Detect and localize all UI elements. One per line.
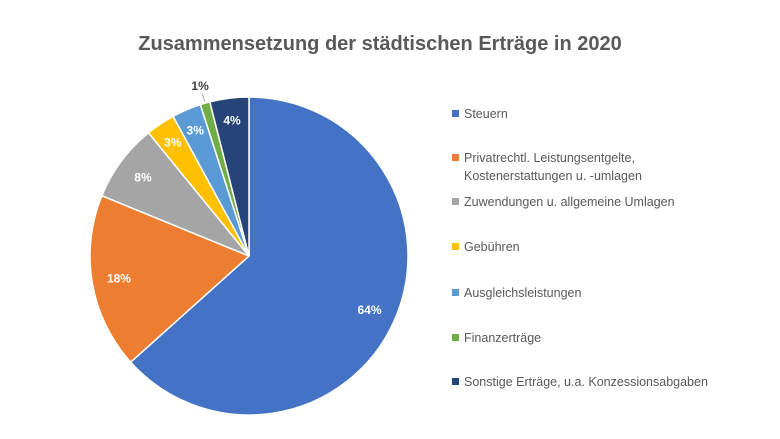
legend-label: Steuern [464,107,508,121]
legend-swatch [452,334,459,341]
data-label: 64% [357,303,381,317]
legend-item: Zuwendungen u. allgemeine Umlagen [452,193,675,211]
legend-swatch [452,378,459,385]
legend-label: Zuwendungen u. allgemeine Umlagen [464,195,675,209]
leader-line [201,93,205,102]
legend-swatch [452,110,459,117]
legend-swatch [452,243,459,250]
data-label: 18% [107,271,131,285]
data-label: 4% [223,113,241,127]
pie-slice [208,96,250,257]
legend-item: Steuern [452,105,508,123]
legend-swatch [452,289,459,296]
legend-item: Finanzerträge [452,329,541,347]
pie-slice [89,194,251,364]
legend-label: Gebühren [464,240,520,254]
legend-swatch [452,198,459,205]
legend-label: Ausgleichsleistungen [464,286,582,300]
data-label: 8% [134,170,152,184]
data-label: 1% [191,79,209,93]
legend-label: Finanzerträge [464,331,542,345]
legend-label: Sonstige Erträge, u.a. Konzessionsabgabe… [464,375,708,389]
pie-slice [129,96,409,416]
legend-item: Ausgleichsleistungen [452,284,581,302]
legend-item: Gebühren [452,238,520,256]
legend-item: Privatrechtl. Leistungsentgelte, Kostene… [452,149,642,185]
legend-label: Privatrechtl. Leistungsentgelte, Kostene… [464,151,642,183]
data-label: 3% [164,135,182,149]
data-label: 3% [187,123,205,137]
legend-item: Sonstige Erträge, u.a. Konzessionsabgabe… [452,373,708,391]
legend-swatch [452,154,459,161]
chart-title: Zusammensetzung der städtischen Erträge … [138,33,622,55]
